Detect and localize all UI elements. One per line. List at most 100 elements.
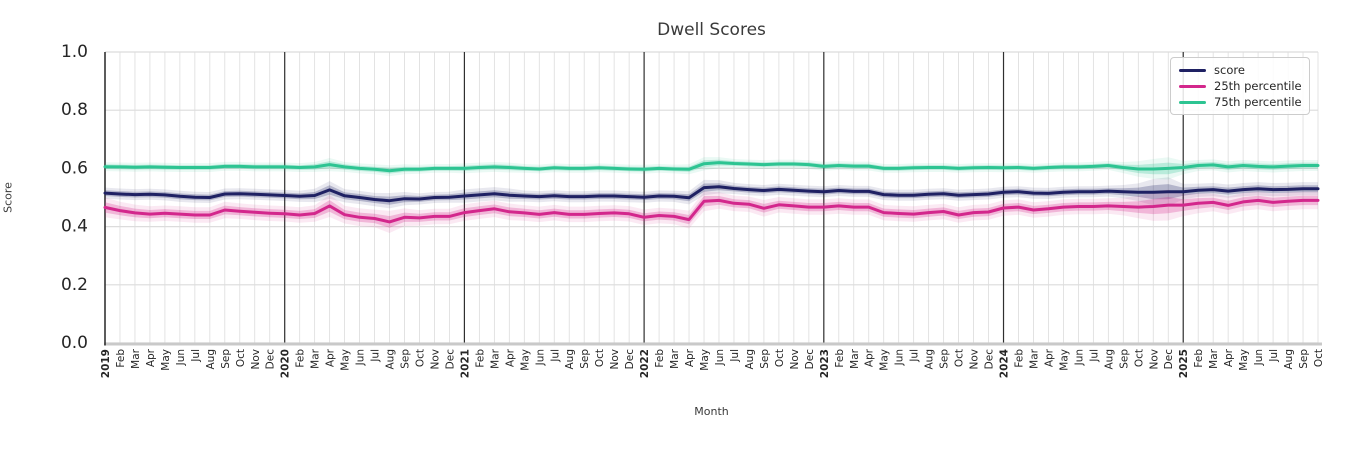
x-tick-label: Aug [924,349,936,370]
x-tick-label: Nov [789,349,801,370]
x-tick-label: Feb [1014,349,1026,368]
x-tick-label: Aug [1283,349,1295,370]
x-tick-label: Sep [579,349,591,369]
x-tick-label: Jul [370,349,382,363]
legend-item-25th-percentile: 25th percentile [1179,78,1302,94]
x-tick-label: Aug [205,349,217,370]
x-tick-label: Apr [145,348,157,367]
x-tick-label: Jun [534,349,546,366]
x-tick-label: Jul [1268,349,1280,363]
y-tick-label: 0.0 [61,333,88,353]
legend-item-75th-percentile: 75th percentile [1179,94,1302,110]
x-tick-label: Jun [714,349,726,366]
x-tick-label: Nov [250,349,262,370]
x-tick-label: 2021 [459,349,471,378]
y-tick-label: 0.6 [61,158,88,178]
x-tick-label: 2020 [280,349,292,378]
x-tick-label: Jun [1073,349,1085,366]
chart-title: Dwell Scores [657,20,766,40]
x-tick-label: Nov [430,349,442,370]
x-tick-label: Sep [400,349,412,369]
75th-percentile-line [103,161,1320,173]
y-tick-label: 0.8 [61,100,88,120]
x-tick-label: Apr [684,348,696,367]
x-tick-label: Oct [594,349,606,367]
x-gridlines [104,52,1319,343]
x-tick-labels: 2019 Feb Mar Apr May Jun Jul Aug Sep Oct Nov Dec 202… [100,348,1325,378]
75th-percentile-band-outer [105,157,1318,180]
x-tick-label: Apr [325,348,337,367]
x-tick-label: Oct [774,349,786,367]
x-tick-label: 2024 [999,349,1011,378]
25th-percentile-band-outer [105,189,1318,233]
y-axis-label: Score [1,182,15,213]
legend-label-score: score [1214,63,1245,77]
x-tick-label: Mar [1029,348,1041,368]
x-tick-label: Mar [130,348,142,368]
x-tick-label: Jul [909,349,921,363]
x-tick-label: May [340,349,352,371]
x-tick-label: Apr [504,348,516,367]
legend-item-score: score [1179,62,1301,78]
x-tick-label: Aug [385,349,397,370]
x-tick-label: May [879,349,891,371]
x-tick-label: Jul [190,349,202,363]
y-tick-labels: 0.0 0.2 0.4 0.6 0.8 1.0 [61,42,88,353]
x-tick-label: Apr [1043,348,1055,367]
x-tick-label: Oct [1133,349,1145,367]
x-tick-label: 2025 [1178,349,1190,378]
p75-line-swatch [1179,100,1206,104]
legend-label-25th-percentile: 25th percentile [1214,79,1302,93]
x-tick-label: Sep [759,349,771,369]
x-tick-label: Mar [310,348,322,368]
x-tick-label: Jul [1088,349,1100,363]
x-tick-label: Dec [984,349,996,370]
x-tick-label: Oct [1313,349,1325,367]
x-tick-label: Oct [235,349,247,367]
x-tick-label: Feb [474,349,486,368]
score-line [103,185,1320,203]
x-tick-label: Jun [355,349,367,366]
x-tick-label: Mar [1208,348,1220,368]
x-tick-label: Jun [894,349,906,366]
x-tick-label: May [1058,349,1070,371]
x-tick-label: Jul [549,349,561,363]
x-tick-label: Aug [564,349,576,370]
p25-line-swatch [1179,84,1206,88]
x-tick-label: Feb [295,349,307,368]
x-tick-label: 2022 [639,349,651,378]
x-tick-label: Apr [864,348,876,367]
y-tick-label: 0.2 [61,275,88,295]
x-tick-label: Nov [1148,349,1160,370]
x-tick-label: Mar [669,348,681,368]
series-lines [103,161,1320,224]
x-tick-label: Dec [1163,349,1175,370]
x-tick-label: Sep [1118,349,1130,369]
x-tick-label: Sep [939,349,951,369]
x-tick-label: May [519,349,531,371]
x-axis-label: Month [694,405,729,418]
x-tick-label: May [160,349,172,371]
x-tick-label: May [699,349,711,371]
x-tick-label: Jul [729,349,741,363]
x-tick-label: Sep [1298,349,1310,369]
x-tick-label: Oct [954,349,966,367]
x-tick-label: Dec [265,349,277,370]
x-tick-label: 2023 [819,349,831,378]
25th-percentile-band [105,195,1318,228]
x-tick-label: Oct [415,349,427,367]
x-tick-label: Mar [489,348,501,368]
score-line-swatch [1179,68,1206,72]
x-tick-label: 2019 [100,349,112,378]
score-band-outer [105,177,1318,209]
x-tick-label: Feb [834,349,846,368]
legend: score 25th percentile 75th percentile [1170,57,1310,115]
x-tick-label: Jun [1253,349,1265,366]
x-tick-label: Dec [444,349,456,370]
x-tick-label: Feb [1193,349,1205,368]
x-tick-label: Dec [804,349,816,370]
x-tick-label: Mar [849,348,861,368]
y-tick-label: 1.0 [61,42,88,62]
